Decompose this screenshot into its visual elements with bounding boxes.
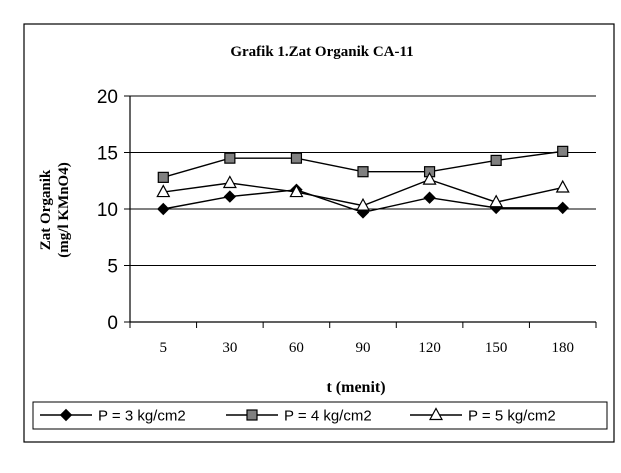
legend-box bbox=[32, 401, 608, 430]
x-tick-label: 5 bbox=[160, 340, 168, 356]
legend: P = 3 kg/cm2 P = 4 kg/cm2 P = 5 kg/cm2 bbox=[40, 407, 556, 425]
series-triangle bbox=[156, 171, 570, 211]
x-tick-label: 30 bbox=[222, 340, 237, 356]
y-axis-label: Zat Organik (mg/l KMnO4) bbox=[38, 162, 72, 257]
y-tick-labels: 0 5 10 15 20 bbox=[97, 87, 118, 334]
legend-label: P = 4 kg/cm2 bbox=[284, 408, 372, 425]
y-axis-label-line1: Zat Organik bbox=[38, 169, 54, 250]
x-tick-label: 120 bbox=[418, 340, 441, 356]
data-point-square bbox=[357, 166, 369, 178]
data-point-triangle bbox=[289, 184, 304, 198]
axes bbox=[124, 95, 597, 328]
legend-marker-triangle bbox=[428, 407, 444, 421]
series-square bbox=[157, 145, 569, 183]
legend-item: P = 5 kg/cm2 bbox=[410, 407, 556, 425]
y-tick-label: 5 bbox=[107, 257, 118, 278]
data-point-square bbox=[557, 145, 569, 157]
x-axis-label: t (menit) bbox=[326, 379, 385, 396]
data-point-square bbox=[490, 154, 502, 167]
legend-marker-diamond bbox=[59, 408, 73, 422]
data-point-triangle bbox=[555, 179, 570, 193]
legend-label: P = 3 kg/cm2 bbox=[98, 408, 186, 425]
x-tick-label: 90 bbox=[356, 340, 371, 356]
data-point-triangle bbox=[156, 184, 171, 198]
data-point-square bbox=[157, 171, 169, 183]
data-point-diamond bbox=[556, 201, 569, 215]
data-point-diamond bbox=[157, 202, 170, 216]
y-tick-label: 0 bbox=[107, 313, 118, 334]
legend-item: P = 4 kg/cm2 bbox=[226, 408, 372, 425]
y-tick-label: 10 bbox=[97, 200, 118, 221]
x-tick-label: 150 bbox=[485, 340, 508, 356]
data-point-diamond bbox=[223, 190, 237, 203]
data-point-square bbox=[224, 152, 236, 164]
legend-marker-square bbox=[246, 409, 258, 421]
series-lines bbox=[156, 145, 570, 219]
data-point-triangle bbox=[489, 194, 504, 208]
chart-title: Grafik 1.Zat Organik CA-11 bbox=[230, 44, 413, 60]
data-point-triangle bbox=[222, 175, 237, 189]
x-tick-label: 180 bbox=[551, 340, 574, 356]
legend-label: P = 5 kg/cm2 bbox=[468, 408, 556, 425]
data-point-triangle bbox=[355, 197, 371, 211]
data-point-diamond bbox=[423, 191, 436, 204]
x-tick-label: 60 bbox=[289, 340, 304, 356]
x-tick-labels: 5 30 60 90 120 150 180 bbox=[160, 340, 574, 356]
legend-item: P = 3 kg/cm2 bbox=[40, 408, 186, 425]
chart-border bbox=[23, 23, 615, 443]
data-point-triangle bbox=[422, 171, 437, 185]
y-tick-label: 15 bbox=[97, 144, 118, 165]
y-axis-label-line2: (mg/l KMnO4) bbox=[56, 162, 72, 257]
y-tick-label: 20 bbox=[97, 87, 118, 108]
data-point-square bbox=[290, 152, 303, 164]
